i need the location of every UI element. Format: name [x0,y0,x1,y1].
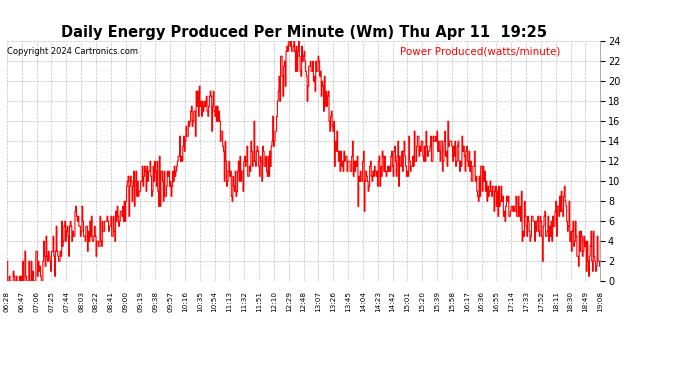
Text: Power Produced(watts/minute): Power Produced(watts/minute) [400,47,560,57]
Text: Copyright 2024 Cartronics.com: Copyright 2024 Cartronics.com [7,47,138,56]
Title: Daily Energy Produced Per Minute (Wm) Thu Apr 11  19:25: Daily Energy Produced Per Minute (Wm) Th… [61,25,546,40]
